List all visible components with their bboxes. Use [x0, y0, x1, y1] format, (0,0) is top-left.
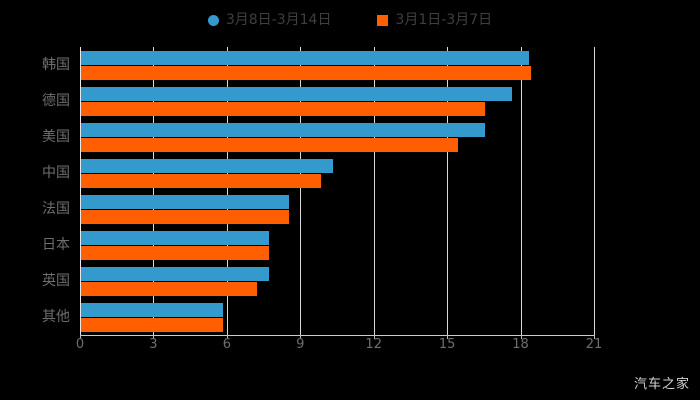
y-axis-label-4: 法国 — [42, 201, 70, 217]
bar-series-b[interactable] — [81, 101, 485, 116]
y-axis-label-6: 英国 — [42, 273, 70, 289]
bar-series-a[interactable] — [81, 86, 512, 101]
gridline — [594, 47, 595, 335]
bar-series-b[interactable] — [81, 245, 270, 260]
x-axis-tick-label-6: 18 — [512, 337, 529, 352]
y-axis-label-0: 韩国 — [42, 57, 70, 73]
y-axis-label-3: 中国 — [42, 165, 70, 181]
gridline — [520, 47, 522, 335]
x-axis-tick-mark — [226, 335, 228, 339]
bar-series-b[interactable] — [81, 65, 532, 80]
y-axis-label-7: 其他 — [42, 309, 70, 325]
x-axis-tick-mark — [373, 335, 375, 339]
x-axis-tick-label-1: 3 — [149, 337, 158, 352]
y-axis-label-1: 德国 — [42, 93, 70, 109]
x-axis-tick-label-0: 0 — [75, 337, 85, 352]
x-axis-tick-label-2: 6 — [222, 337, 231, 352]
bar-series-a[interactable] — [81, 50, 529, 65]
chart-legend: 3月8日-3月14日 3月1日-3月7日 — [0, 8, 700, 32]
gridline — [373, 47, 375, 335]
legend-item-series-b[interactable]: 3月1日-3月7日 — [377, 13, 492, 27]
bar-series-b[interactable] — [81, 173, 321, 188]
bar-series-a[interactable] — [81, 194, 290, 209]
watermark-label: 汽车之家 — [633, 377, 690, 392]
x-axis-tick-label-4: 12 — [365, 337, 382, 352]
bar-series-a[interactable] — [81, 122, 485, 137]
y-axis-category-labels: 韩国德国美国中国法国日本英国其他 — [0, 47, 70, 335]
y-axis-label-5: 日本 — [42, 237, 70, 253]
y-axis-line — [80, 47, 81, 335]
bar-series-b[interactable] — [81, 281, 258, 296]
legend-square-marker-icon — [377, 14, 389, 26]
gridline — [300, 47, 302, 335]
legend-label-series-b: 3月1日-3月7日 — [395, 12, 493, 28]
bar-series-a[interactable] — [81, 230, 270, 245]
x-axis-tick-mark — [520, 335, 522, 339]
x-axis-tick-mark — [153, 335, 155, 339]
bar-series-b[interactable] — [81, 317, 223, 332]
bar-series-b[interactable] — [81, 209, 290, 224]
x-axis-tick-label-5: 15 — [438, 337, 456, 352]
x-axis-tick-mark — [594, 335, 595, 339]
y-axis-label-2: 美国 — [42, 129, 70, 145]
legend-circle-marker-icon — [207, 14, 219, 26]
x-axis-tick-mark — [447, 335, 449, 339]
gridline — [447, 47, 449, 335]
gridline — [226, 47, 228, 335]
bar-series-b[interactable] — [81, 137, 458, 152]
bar-series-a[interactable] — [81, 158, 334, 173]
x-axis-tick-labels: 0 3 6 9 12 15 18 21 — [0, 338, 700, 358]
bar-series-a[interactable] — [81, 266, 270, 281]
x-axis-line — [80, 335, 594, 336]
x-axis-tick-label-3: 9 — [296, 337, 305, 352]
gridline — [153, 47, 155, 335]
legend-item-series-a[interactable]: 3月8日-3月14日 — [207, 12, 332, 28]
x-axis-tick-mark — [300, 335, 302, 339]
legend-label-series-a: 3月8日-3月14日 — [225, 12, 332, 28]
bar-series-a[interactable] — [81, 302, 223, 317]
x-axis-tick-label-7: 21 — [585, 337, 603, 352]
x-axis-tick-mark — [80, 335, 81, 339]
plot-area — [80, 47, 595, 339]
